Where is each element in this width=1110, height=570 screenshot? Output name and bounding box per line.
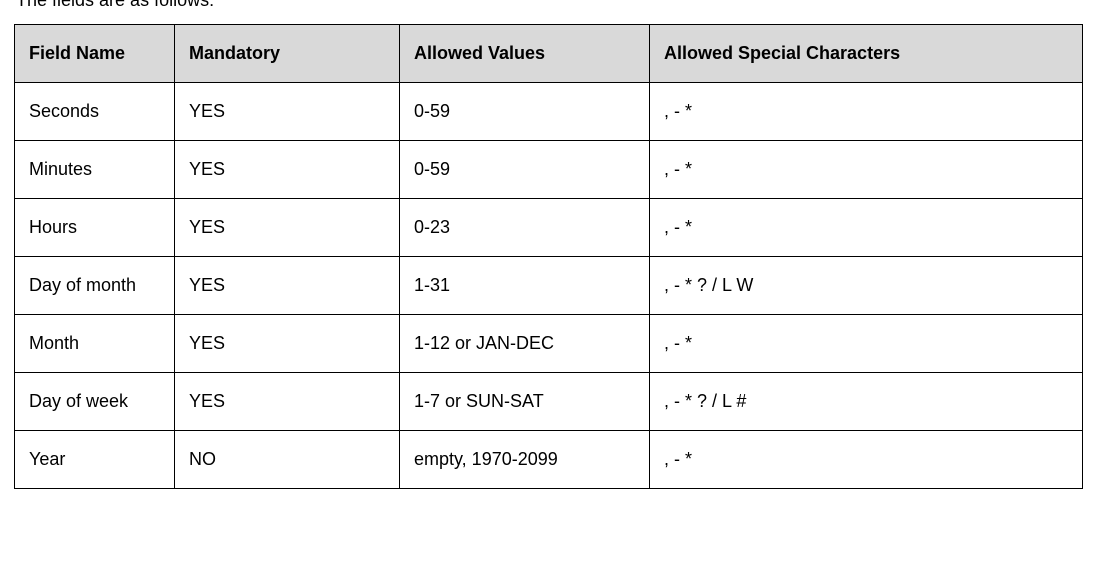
table-cell: YES [175, 199, 400, 257]
table-header-row: Field Name Mandatory Allowed Values Allo… [15, 25, 1083, 83]
table-cell: 1-12 or JAN-DEC [400, 315, 650, 373]
table-cell: Day of month [15, 257, 175, 315]
table-cell: YES [175, 83, 400, 141]
table-cell: 1-7 or SUN-SAT [400, 373, 650, 431]
table-cell: , - * ? / L W [650, 257, 1083, 315]
table-cell: , - * [650, 431, 1083, 489]
col-header-allowed-values: Allowed Values [400, 25, 650, 83]
table-cell: NO [175, 431, 400, 489]
col-header-allowed-special: Allowed Special Characters [650, 25, 1083, 83]
table-row: YearNOempty, 1970-2099, - * [15, 431, 1083, 489]
table-cell: 0-59 [400, 141, 650, 199]
table-cell: , - * [650, 83, 1083, 141]
table-cell: empty, 1970-2099 [400, 431, 650, 489]
table-cell: YES [175, 141, 400, 199]
fields-table: Field Name Mandatory Allowed Values Allo… [14, 24, 1083, 489]
table-row: MinutesYES0-59, - * [15, 141, 1083, 199]
table-cell: YES [175, 373, 400, 431]
table-cell: 0-23 [400, 199, 650, 257]
table-cell: Year [15, 431, 175, 489]
table-row: SecondsYES0-59, - * [15, 83, 1083, 141]
table-cell: , - * ? / L # [650, 373, 1083, 431]
table-cell: YES [175, 315, 400, 373]
table-row: Day of weekYES1-7 or SUN-SAT, - * ? / L … [15, 373, 1083, 431]
col-header-field-name: Field Name [15, 25, 175, 83]
table-cell: Day of week [15, 373, 175, 431]
table-cell: Hours [15, 199, 175, 257]
table-body: SecondsYES0-59, - *MinutesYES0-59, - *Ho… [15, 83, 1083, 489]
table-row: Day of monthYES1-31, - * ? / L W [15, 257, 1083, 315]
table-cell: , - * [650, 141, 1083, 199]
table-row: MonthYES1-12 or JAN-DEC, - * [15, 315, 1083, 373]
table-cell: Minutes [15, 141, 175, 199]
table-cell: 0-59 [400, 83, 650, 141]
table-cell: Seconds [15, 83, 175, 141]
col-header-mandatory: Mandatory [175, 25, 400, 83]
table-cell: 1-31 [400, 257, 650, 315]
table-cell: YES [175, 257, 400, 315]
table-cell: , - * [650, 315, 1083, 373]
table-cell: , - * [650, 199, 1083, 257]
table-cell: Month [15, 315, 175, 373]
table-row: HoursYES0-23, - * [15, 199, 1083, 257]
